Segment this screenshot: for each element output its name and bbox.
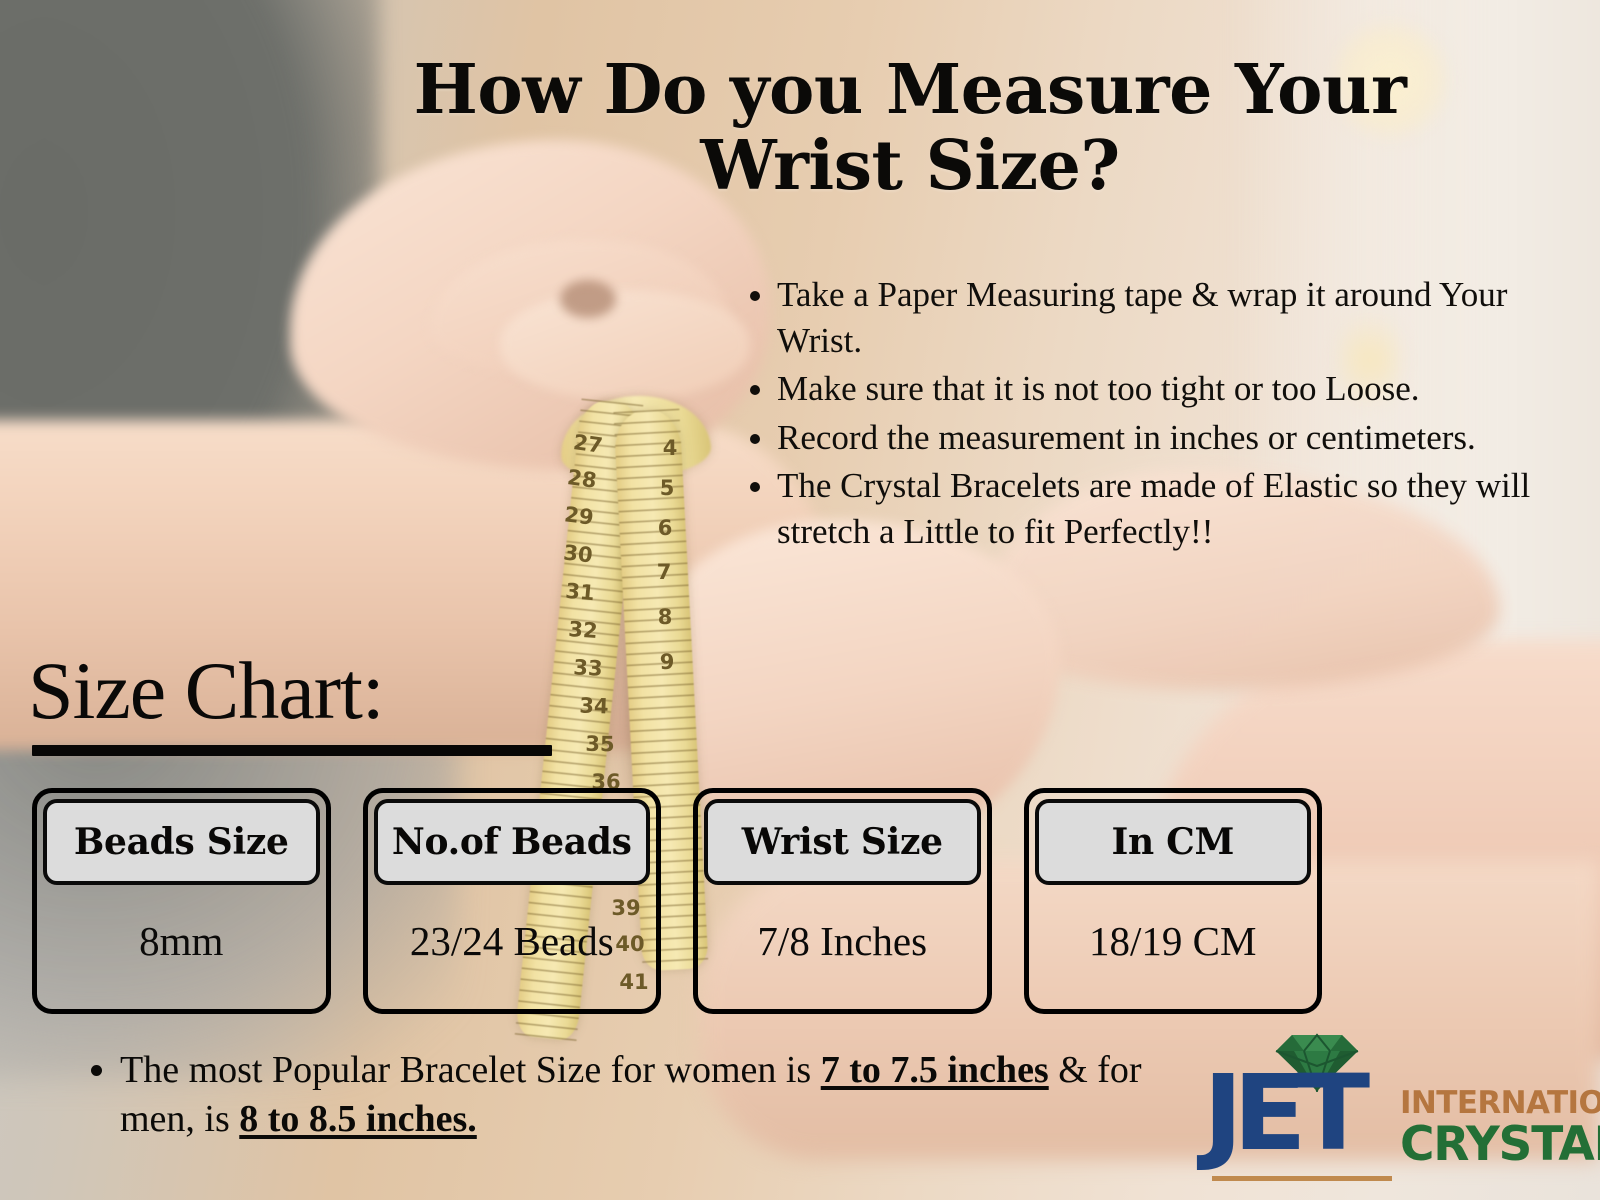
column-value: 8mm: [139, 918, 224, 964]
bokeh-light-icon: [1330, 20, 1450, 140]
list-item: Record the measurement in inches or cent…: [777, 415, 1535, 461]
tape-number: 39: [611, 896, 641, 920]
logo-line-crystal: CRYSTAL: [1400, 1117, 1600, 1172]
tape-number: 8: [657, 605, 673, 629]
table-column-in-cm: In CM 18/19 CM: [1023, 788, 1322, 1014]
column-value: 7/8 Inches: [757, 918, 928, 964]
footnote-emphasis-women: 7 to 7.5 inches: [820, 1049, 1049, 1091]
logo-underline: [1212, 1176, 1392, 1181]
logo-tagline: INTERNATIONAL CRYSTAL: [1400, 1088, 1600, 1170]
popular-size-note: The most Popular Bracelet Size for women…: [78, 1046, 1208, 1145]
list-item: The Crystal Bracelets are made of Elasti…: [777, 463, 1535, 555]
tape-number: 6: [657, 516, 673, 540]
column-header: In CM: [1034, 799, 1311, 885]
column-header: No.of Beads: [373, 799, 650, 885]
list-item: Make sure that it is not too tight or to…: [777, 366, 1535, 412]
table-column-wrist-size: Wrist Size 7/8 Inches: [693, 788, 992, 1014]
tape-number: 9: [659, 650, 675, 674]
page-title: How Do you Measure Your Wrist Size?: [413, 50, 1407, 207]
tape-number: 40: [615, 932, 645, 956]
tape-number: 41: [619, 970, 649, 994]
size-chart-heading: Size Chart:: [28, 645, 385, 736]
tape-number: 4: [662, 436, 678, 460]
list-item: Take a Paper Measuring tape & wrap it ar…: [777, 272, 1535, 364]
column-value: 18/19 CM: [1089, 918, 1257, 964]
logo-wordmark: JET: [1202, 1052, 1370, 1174]
footnote-text-1: The most Popular Bracelet Size for women…: [120, 1049, 821, 1091]
footnote-emphasis-men: 8 to 8.5 inches.: [239, 1098, 477, 1141]
instructions-list: Take a Paper Measuring tape & wrap it ar…: [735, 272, 1535, 557]
column-header: Beads Size: [43, 799, 320, 885]
diamond-icon: [1275, 1033, 1359, 1092]
table-column-beads-size: Beads Size 8mm: [32, 788, 331, 1014]
finger-lower: [500, 290, 750, 400]
fingernail: [560, 280, 616, 318]
size-chart-table: Beads Size 8mm No.of Beads 23/24 Beads W…: [32, 788, 1322, 1014]
tape-number: 5: [659, 476, 675, 500]
tape-number: 7: [656, 560, 672, 584]
column-header: Wrist Size: [704, 799, 981, 885]
table-column-no-of-beads: No.of Beads 23/24 Beads: [362, 788, 661, 1014]
bokeh-light-small-icon: [1340, 300, 1400, 420]
list-item: The most Popular Bracelet Size for women…: [120, 1046, 1208, 1145]
brand-logo: JET INTERNATIONAL CRYSTAL: [1198, 1030, 1600, 1190]
logo-line-international: INTERNATIONAL: [1400, 1085, 1600, 1121]
footnote-text-2: & for men, is: [120, 1049, 1142, 1141]
size-chart-underline: [32, 745, 552, 756]
column-value: 23/24 Beads: [409, 918, 614, 964]
